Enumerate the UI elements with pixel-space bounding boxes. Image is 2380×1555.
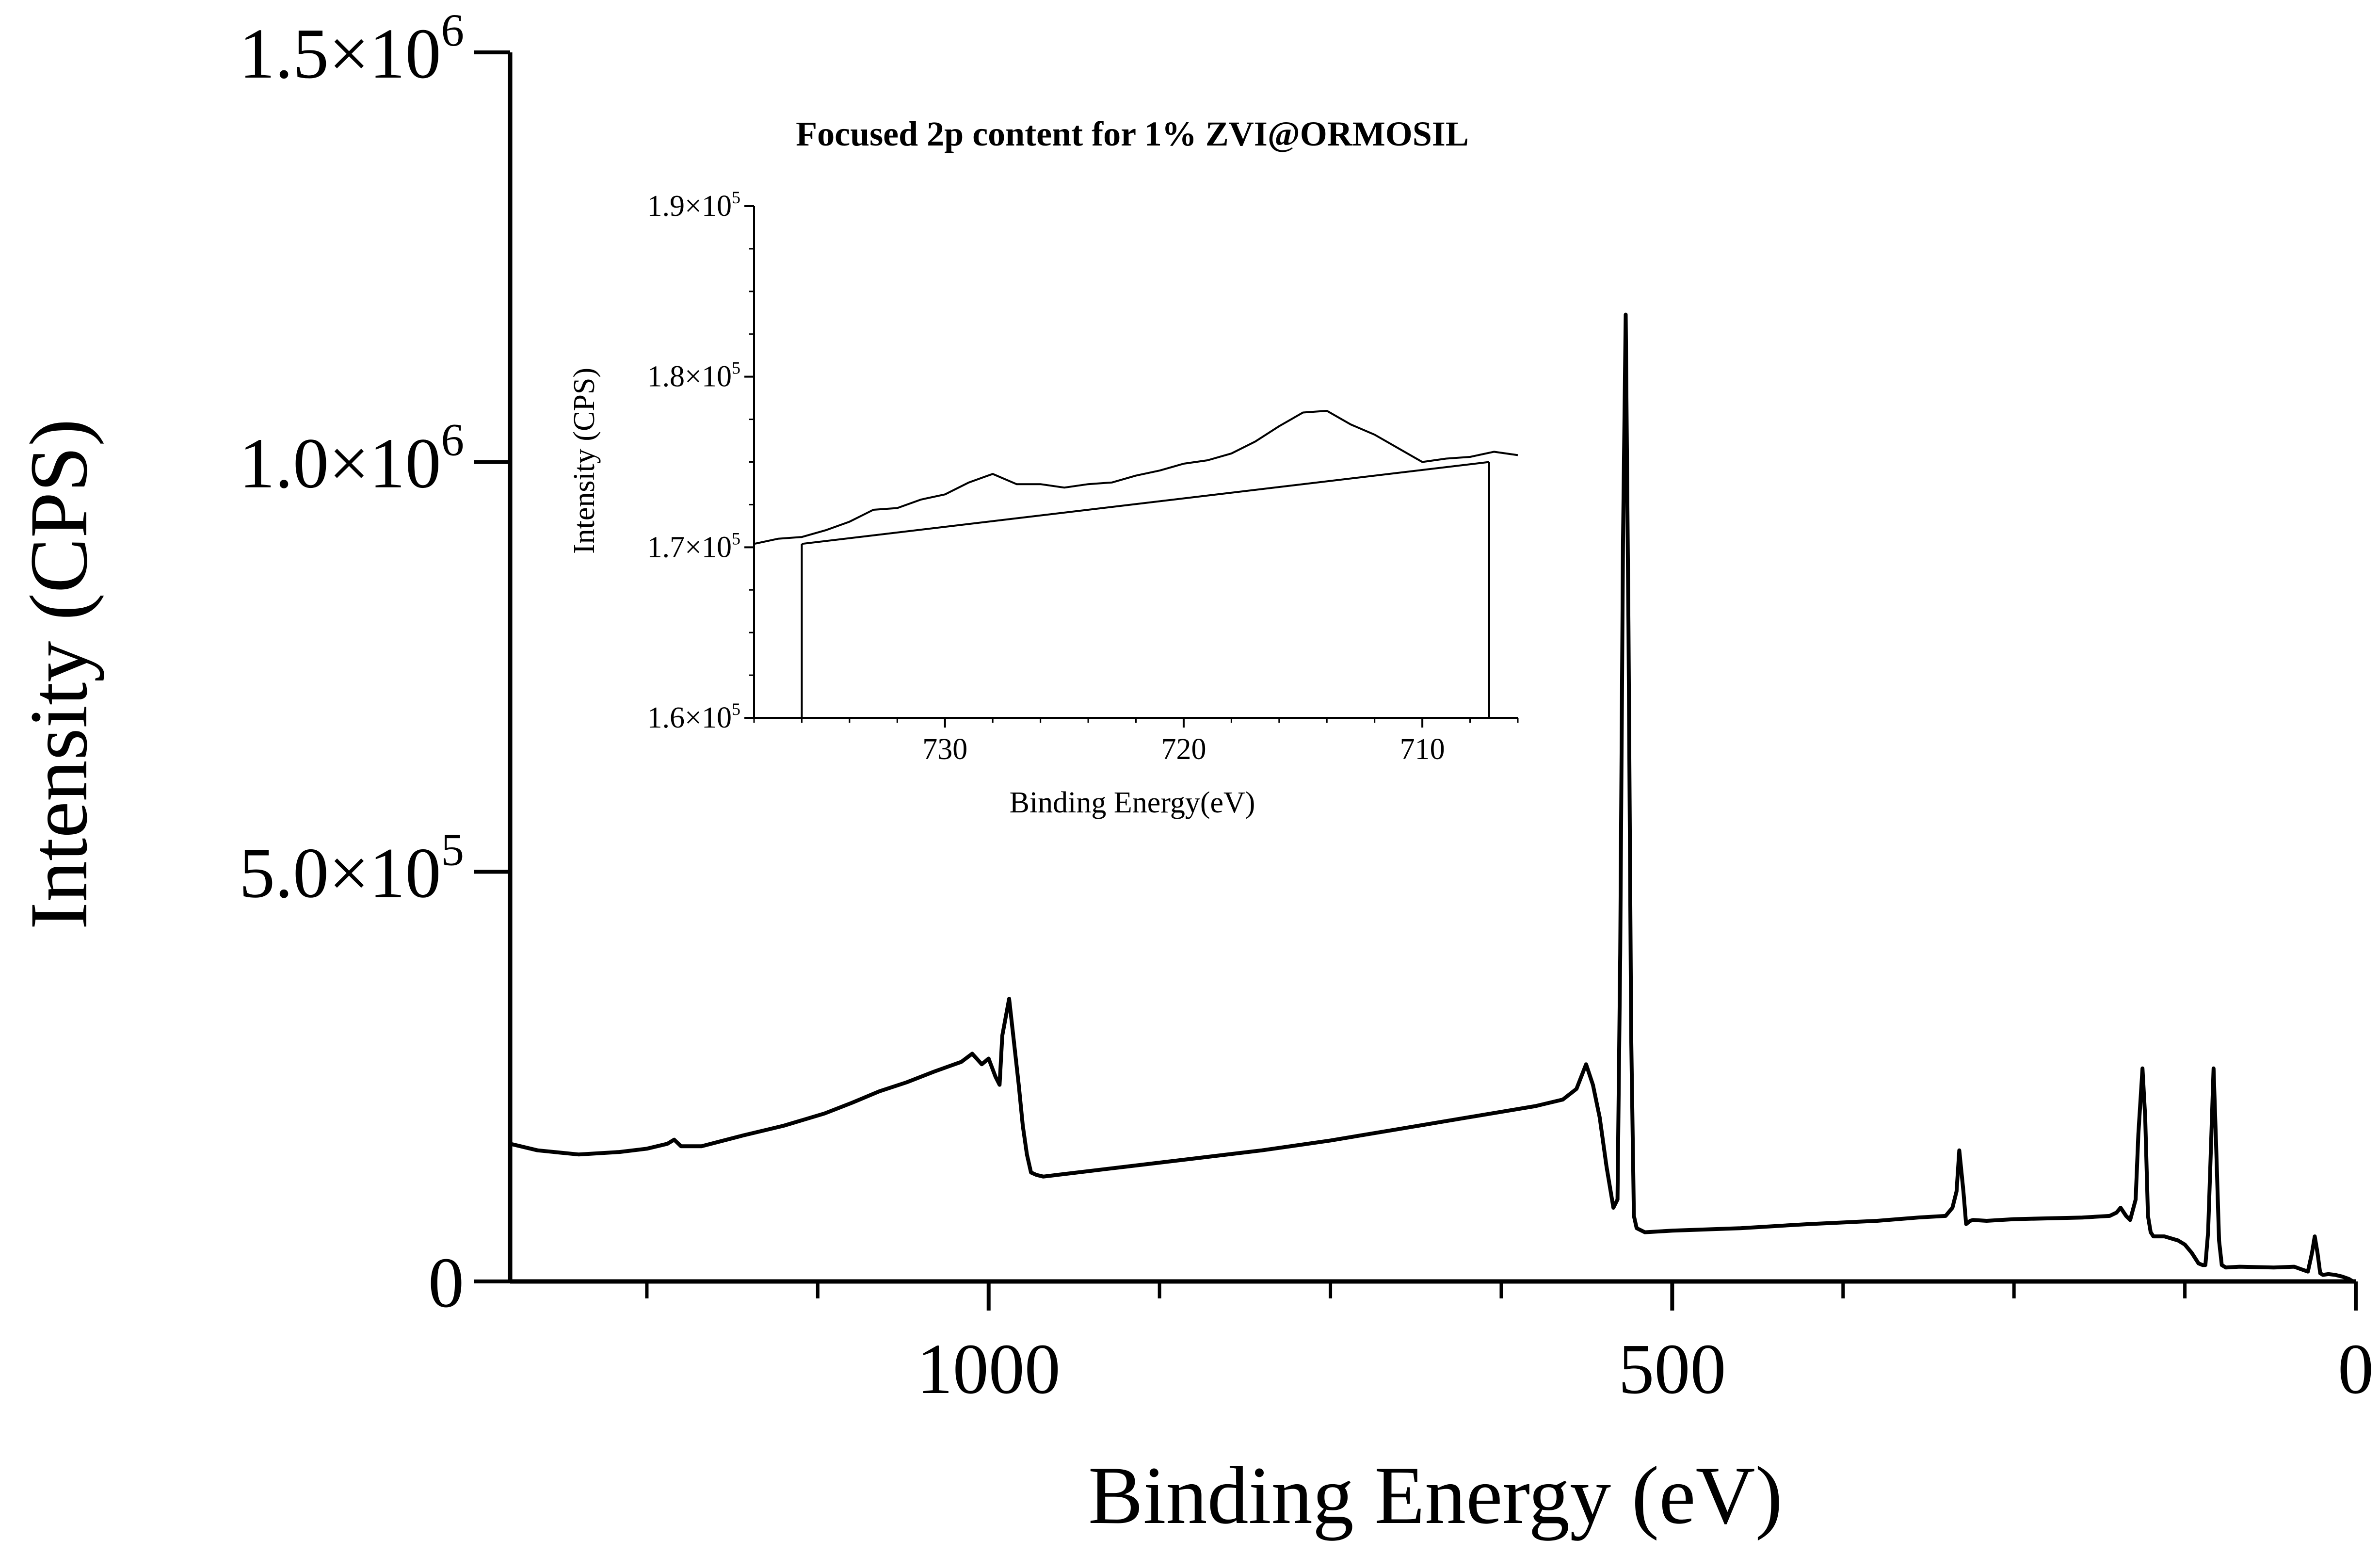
- inset-y-tick-label-0-exponent: 5: [732, 699, 740, 719]
- main-x-tick-label-1: 500: [1618, 1329, 1726, 1409]
- main-x-tick-label-0: 1000: [917, 1329, 1061, 1409]
- inset-y-axis-title: Intensity (CPS): [568, 368, 601, 554]
- main-y-tick-label-1: 5.0×105: [239, 824, 464, 913]
- inset-axes: [753, 206, 1518, 719]
- main-y-tick-label-1-mantissa: 5.0×10: [239, 833, 441, 913]
- inset-x-tick-label-1: 720: [1161, 733, 1206, 766]
- main-series-line-0: [510, 312, 2354, 1283]
- main-y-tick-label-3: 1.5×106: [239, 4, 464, 94]
- inset-series: [754, 410, 1518, 718]
- main-y-tick-label-0: 0: [428, 1243, 464, 1323]
- inset-y-tick-label-3-mantissa: 1.9×10: [647, 190, 732, 223]
- main-y-tick-label-1-exponent: 5: [441, 824, 465, 875]
- main-x-axis-title: Binding Energy (eV): [1088, 1450, 1783, 1541]
- inset-x-tick-label-0: 730: [922, 733, 967, 766]
- inset-title: Focused 2p content for 1% ZVI@ORMOSIL: [796, 114, 1469, 153]
- inset-y-tick-label-3: 1.9×105: [647, 188, 740, 223]
- inset-y-tick-label-2-mantissa: 1.8×10: [647, 360, 732, 393]
- inset-chart: Focused 2p content for 1% ZVI@ORMOSIL 1.…: [568, 114, 1519, 819]
- inset-y-tick-label-2-exponent: 5: [732, 358, 740, 378]
- main-axes: [508, 52, 2356, 1284]
- inset-series-line-0: [754, 410, 1518, 545]
- main-x-tick-label-2: 0: [2338, 1329, 2374, 1409]
- inset-series-line-1: [802, 461, 1490, 545]
- inset-y-tick-label-1: 1.7×105: [647, 529, 740, 564]
- inset-y-tick-label-3-exponent: 5: [732, 188, 740, 207]
- inset-y-tick-label-1-exponent: 5: [732, 529, 740, 548]
- main-series: [510, 312, 2354, 1283]
- main-y-tick-label-2-mantissa: 1.0×10: [239, 424, 441, 503]
- inset-x-tick-label-2: 710: [1400, 733, 1445, 766]
- inset-y-tick-label-0: 1.6×105: [647, 699, 740, 734]
- inset-y-tick-label-1-mantissa: 1.7×10: [647, 531, 732, 564]
- inset-x-axis-title: Binding Energy(eV): [1010, 786, 1255, 819]
- main-y-tick-label-3-mantissa: 1.5×10: [239, 14, 441, 94]
- inset-y-tick-label-2: 1.8×105: [647, 358, 740, 393]
- main-y-tick-label-3-exponent: 6: [441, 4, 465, 56]
- main-y-axis-title: Intensity (CPS): [13, 419, 104, 929]
- main-y-tick-label-0-mantissa: 0: [428, 1243, 464, 1323]
- main-y-tick-label-2: 1.0×106: [239, 414, 464, 503]
- inset-y-tick-label-0-mantissa: 1.6×10: [647, 701, 732, 734]
- main-y-tick-label-2-exponent: 6: [441, 414, 465, 466]
